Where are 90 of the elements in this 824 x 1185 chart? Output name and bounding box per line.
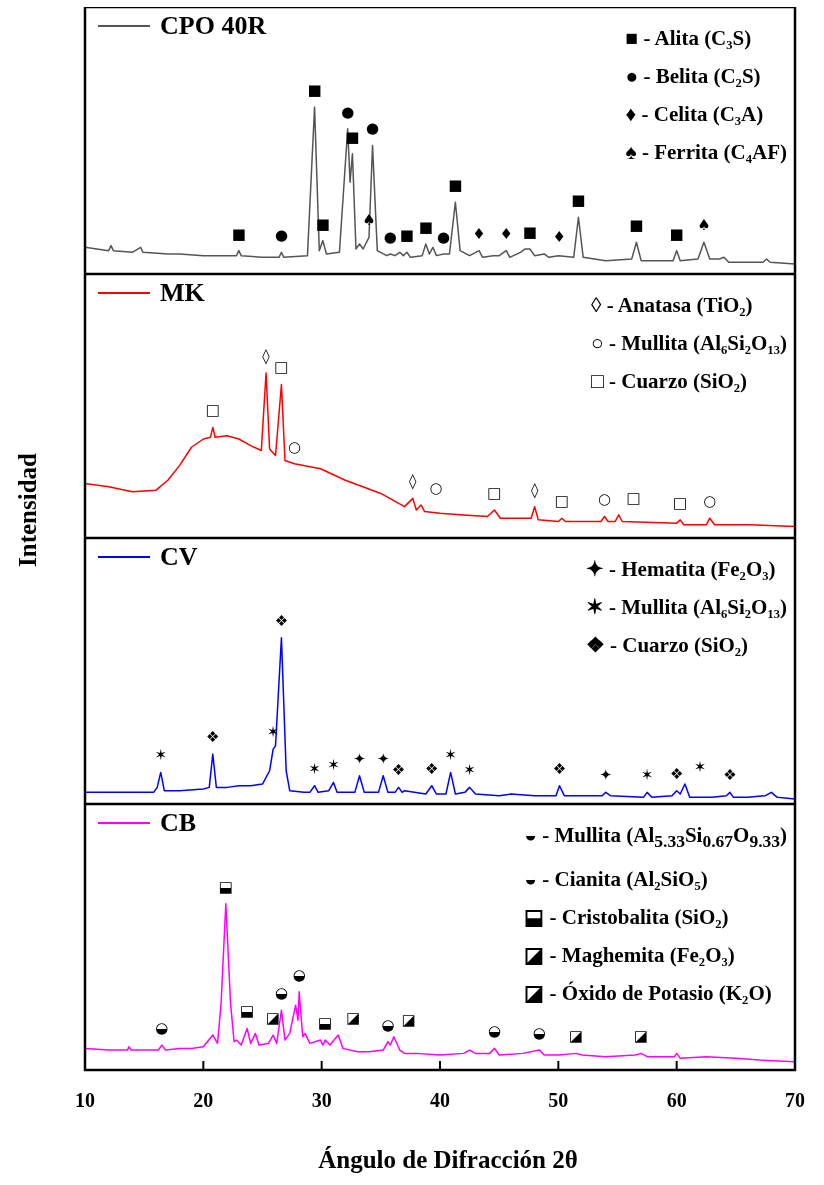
annotation: ●	[341, 102, 355, 121]
annotation: ◒	[487, 1022, 501, 1041]
annotation: ✶	[327, 756, 340, 775]
annotation: □ - Cuarzo (SiO₂)	[591, 368, 749, 395]
annotation: ❖	[552, 759, 567, 778]
text: ■ - Alita (C₃S)	[625, 25, 753, 52]
annotation: ■	[399, 226, 414, 245]
annotation: ⬓	[240, 1002, 255, 1021]
annotation: ✦	[599, 766, 612, 785]
annotation: ⬓	[318, 1013, 333, 1032]
annotation: ⬓	[218, 877, 233, 896]
annotation: ❖	[723, 766, 737, 785]
x-tick-label: 10	[75, 1089, 95, 1112]
annotation: ◪	[634, 1027, 649, 1046]
x-tick-label: 30	[311, 1089, 332, 1112]
x-tick-label: 60	[666, 1089, 687, 1112]
annotation: ■	[418, 217, 433, 236]
annotation: ◪ - Óxido de Potasio (K₂O)	[524, 980, 773, 1008]
x-tick-label: 50	[548, 1089, 569, 1112]
annotation: ❖	[206, 728, 220, 747]
annotation: ○	[429, 478, 443, 497]
text: ◒ - Mullita (Al$_{5.33}$Si$_{0.67}$O$_{9.33}$)	[524, 822, 787, 854]
annotation: ✶	[463, 761, 476, 780]
annotation: ✦	[376, 749, 390, 768]
annotation: ❖	[274, 611, 289, 630]
annotation: ✶	[640, 766, 654, 785]
annotation: ■	[629, 216, 644, 235]
annotation: □	[205, 401, 220, 420]
annotation: ♦	[472, 224, 486, 243]
legend-label: CV	[160, 542, 198, 572]
annotation: ○	[287, 437, 301, 456]
annotation: ◒	[274, 984, 288, 1003]
annotation: ■	[571, 191, 586, 210]
annotation: ♦ - Celita (C₃A)	[625, 101, 765, 128]
annotation: ●	[437, 227, 451, 246]
annotation: ♦	[552, 227, 566, 246]
legend-label: MK	[160, 278, 205, 308]
annotation: ♠	[697, 216, 711, 235]
annotation: ◒	[292, 965, 306, 984]
annotation: ●	[383, 227, 397, 246]
text: ◒ - Cianita (Al₂SiO₅)	[524, 866, 709, 894]
annotation: ♠ - Ferrita (C₄AF)	[625, 139, 787, 166]
text: ○ - Mullita (Al₆Si₂O₁₃)	[591, 330, 787, 357]
x-tick-label: 70	[785, 1089, 805, 1112]
annotation: ■	[448, 176, 463, 195]
annotation: ✦	[353, 749, 366, 768]
annotation: ◪ - Maghemita (Fe₂O₃)	[524, 942, 736, 970]
annotation: ◒	[532, 1023, 546, 1042]
annotation: ✶	[444, 746, 457, 765]
annotation: ◊	[409, 472, 418, 491]
annotation: ♦	[499, 224, 513, 243]
annotation: ◒	[155, 1018, 169, 1037]
annotation: ❖	[391, 761, 406, 780]
annotation: ●	[366, 119, 380, 138]
annotation: □	[554, 492, 569, 511]
annotation: ◪	[568, 1027, 584, 1046]
annotation: □	[673, 493, 688, 512]
annotation: ◒	[381, 1015, 395, 1034]
text: ◊ - Anatasa (TiO₂)	[591, 292, 754, 319]
legend-label: CB	[160, 808, 197, 838]
annotation: ❖ - Cuarzo (SiO₂)	[585, 632, 750, 659]
x-tick-label: 40	[430, 1089, 450, 1112]
annotation: ❖	[669, 764, 684, 783]
text: ● - Belita (C₂S)	[625, 63, 762, 90]
x-tick-label: 20	[193, 1089, 214, 1112]
annotation: □	[274, 358, 289, 377]
x-axis-title: Ángulo de Difracción 2θ	[318, 1146, 578, 1174]
text: ✶ - Mullita (Al₆Si₂O₁₃)	[585, 594, 787, 621]
annotation: ■	[522, 222, 538, 241]
annotation: ■	[307, 81, 322, 100]
annotation: ■	[231, 224, 246, 243]
annotation: ❖	[424, 759, 439, 778]
annotation: □	[487, 483, 502, 502]
annotation: ◊	[262, 346, 271, 365]
y-axis-title: Intensidad	[14, 453, 42, 567]
annotation: □	[626, 488, 641, 507]
text: ✦ - Hematita (Fe₂O₃)	[585, 556, 777, 583]
annotation: ◪	[266, 1008, 281, 1027]
annotation: ⬓ - Cristobalita (SiO₂)	[524, 904, 730, 932]
annotation: ◪	[401, 1010, 416, 1029]
annotation: ○	[597, 490, 612, 509]
annotation: ■	[669, 224, 684, 243]
annotation: ○	[703, 492, 717, 511]
annotation: ✶	[693, 757, 707, 776]
annotation: ✶	[154, 746, 168, 765]
annotation: ✶	[308, 759, 321, 778]
annotation: ◊	[530, 480, 539, 499]
annotation: ●	[274, 226, 288, 245]
annotation: ◪	[346, 1008, 361, 1027]
legend-label: CPO 40R	[160, 11, 267, 41]
